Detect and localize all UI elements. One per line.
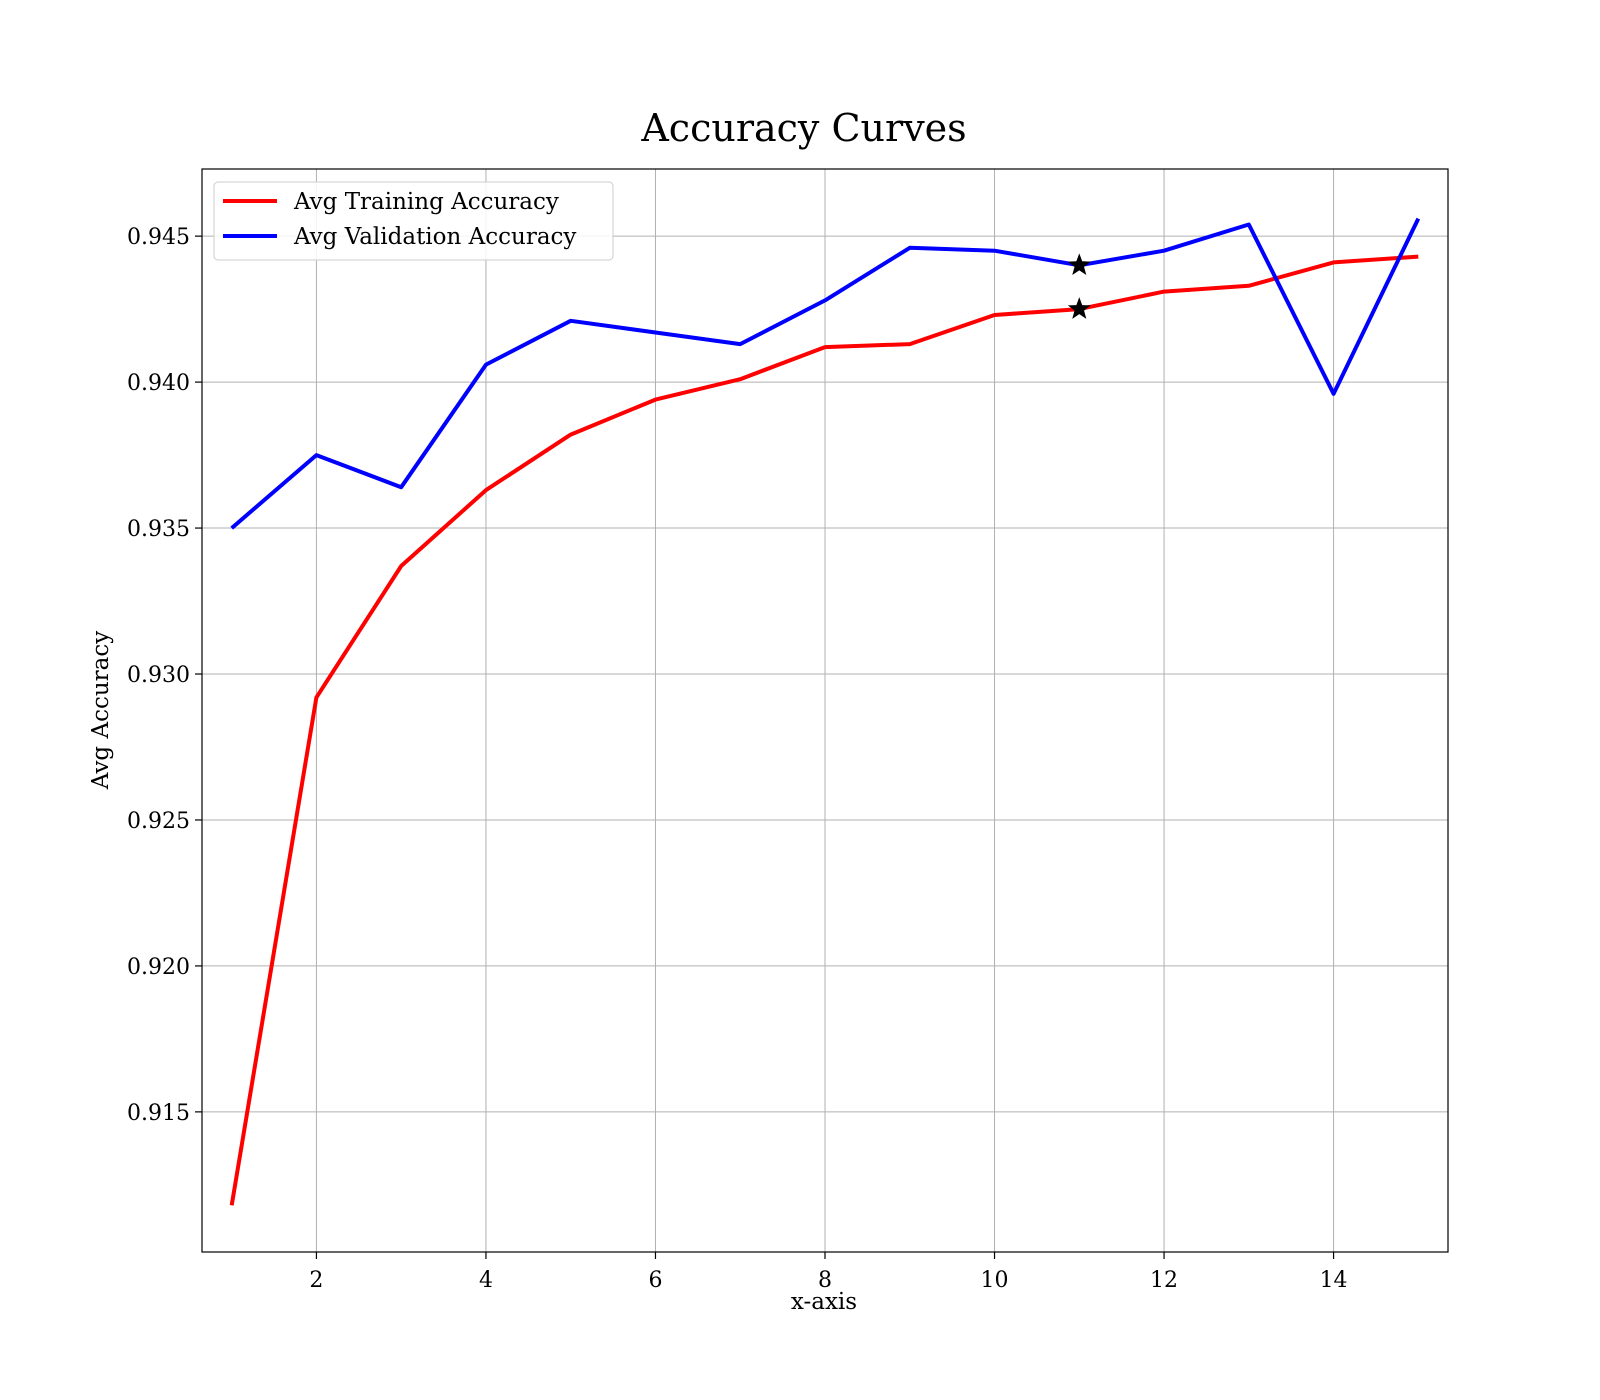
x-tick-label: 6 (648, 1268, 662, 1293)
x-axis-ticks: 2 4 6 8 10 12 14 (309, 1252, 1348, 1293)
y-tick-label: 0.915 (127, 1101, 190, 1126)
x-tick-label: 8 (818, 1268, 832, 1293)
legend: Avg Training Accuracy Avg Validation Acc… (213, 181, 614, 261)
legend-label-training: Avg Training Accuracy (293, 189, 559, 215)
x-tick-label: 12 (1150, 1268, 1178, 1293)
x-tick-label: 14 (1320, 1268, 1348, 1293)
x-axis-label: x-axis (791, 1289, 857, 1315)
grid (202, 169, 1448, 1252)
y-axis-label: Avg Accuracy (88, 631, 114, 790)
star-marker (1067, 297, 1091, 319)
y-tick-label: 0.925 (127, 809, 190, 834)
x-tick-label: 10 (981, 1268, 1009, 1293)
series-layer (229, 217, 1421, 1206)
legend-box (213, 181, 614, 261)
legend-label-validation: Avg Validation Accuracy (293, 224, 576, 250)
x-tick-label: 4 (479, 1268, 493, 1293)
y-tick-label: 0.940 (127, 371, 190, 396)
y-tick-label: 0.930 (127, 663, 190, 688)
y-axis-ticks: 0.915 0.920 0.925 0.930 0.935 0.940 0.945 (127, 225, 202, 1126)
y-tick-label: 0.920 (127, 955, 190, 980)
y-tick-label: 0.945 (127, 225, 190, 250)
x-tick-label: 2 (309, 1268, 323, 1293)
series-line-training (229, 254, 1419, 1206)
star-marker (1067, 253, 1091, 276)
y-tick-label: 0.935 (127, 517, 190, 542)
chart-title: Accuracy Curves (640, 106, 966, 150)
series-line-validation (230, 217, 1421, 530)
marker-layer (1067, 253, 1091, 319)
